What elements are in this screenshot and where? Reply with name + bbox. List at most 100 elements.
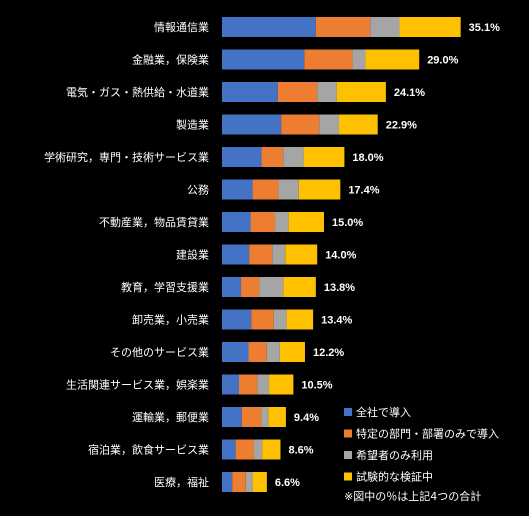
bar-segment <box>285 244 318 265</box>
bar-segment <box>261 407 269 427</box>
bar-segment <box>298 179 341 200</box>
category-label: 金融業，保険業 <box>132 53 209 67</box>
bar-segment <box>248 342 267 362</box>
total-label: 9.4% <box>294 412 319 424</box>
total-label: 14.0% <box>325 250 356 262</box>
bar-segment <box>272 244 286 265</box>
total-label: 6.6% <box>275 477 300 489</box>
legend-label: 希望者のみ利用 <box>356 448 433 462</box>
bar-segment <box>304 49 353 70</box>
bar-segment <box>303 147 345 167</box>
bar-segment <box>235 439 254 460</box>
bar-segment <box>281 114 320 135</box>
bar-segment <box>222 277 242 297</box>
bar-segment <box>370 17 400 37</box>
bar-segment <box>222 439 236 460</box>
bar-segment <box>245 472 253 492</box>
bar-segment <box>278 179 299 200</box>
category-label: 製造業 <box>176 118 209 132</box>
bar-segment <box>241 277 260 297</box>
bar-segment <box>249 244 273 265</box>
bar-segment <box>266 342 280 362</box>
bar-segment <box>352 49 366 70</box>
bar-segment <box>222 472 233 492</box>
bar-segment <box>252 179 279 200</box>
bar-segment <box>222 147 262 167</box>
category-label: 生活関連サービス業，娯楽業 <box>66 378 209 392</box>
total-label: 29.0% <box>427 55 458 67</box>
bar-segment <box>252 472 267 492</box>
bar-segment <box>253 439 263 460</box>
bar-segment <box>241 407 262 427</box>
category-label: 不動産業，物品賃貸業 <box>99 215 209 229</box>
bar-segment <box>222 244 250 265</box>
bar-segment <box>222 374 239 395</box>
legend-label: 特定の部門・部署のみで導入 <box>356 427 499 441</box>
bar-segment <box>315 17 371 37</box>
bar-segment <box>268 407 286 427</box>
bar-segment <box>222 17 316 37</box>
bar-segment <box>275 212 289 232</box>
bar-segment <box>222 342 249 362</box>
legend-swatch <box>344 472 352 481</box>
bar-segment <box>222 212 251 232</box>
category-label: 公務 <box>187 183 209 197</box>
bar-segment <box>399 17 461 37</box>
bar-segment <box>222 179 253 200</box>
category-label: 運輸業，郵便業 <box>132 410 209 424</box>
total-label: 8.6% <box>288 445 313 457</box>
total-label: 35.1% <box>469 22 500 34</box>
total-label: 13.8% <box>324 282 355 294</box>
category-label: 卸売業，小売業 <box>132 313 209 327</box>
bar-segment <box>286 309 314 330</box>
category-label: 教育，学習支援業 <box>121 280 209 294</box>
bar-segment <box>277 82 318 102</box>
legend-label: 全社で導入 <box>356 405 411 419</box>
bar-segment <box>239 374 258 395</box>
legend-swatch <box>344 429 352 438</box>
bar-segment <box>338 114 378 135</box>
total-label: 15.0% <box>332 217 363 229</box>
total-label: 24.1% <box>394 87 425 99</box>
chart-note: ※図中の％は上記4つの合計 <box>344 489 481 503</box>
bar-segment <box>257 374 269 395</box>
legend-swatch <box>344 451 352 459</box>
total-label: 12.2% <box>313 347 344 359</box>
total-label: 18.0% <box>352 152 383 164</box>
bar-segment <box>336 82 386 102</box>
bar-segment <box>273 309 287 330</box>
bar-segment <box>250 212 276 232</box>
bar-segment <box>279 342 305 362</box>
bar-segment <box>317 82 337 102</box>
bar-segment <box>261 147 284 167</box>
category-label: 学術研究，専門・技術サービス業 <box>44 150 209 164</box>
bar-segment <box>262 439 281 460</box>
bar-segment <box>283 147 304 167</box>
category-label: 医療，福祉 <box>154 475 209 489</box>
total-label: 13.4% <box>321 315 352 327</box>
category-label: 情報通信業 <box>154 21 209 34</box>
bar-segment <box>222 114 282 135</box>
total-label: 22.9% <box>386 120 417 132</box>
category-label: 電気・ガス・熱供給・水道業 <box>66 85 209 99</box>
bar-segment <box>222 49 305 70</box>
total-label: 17.4% <box>348 185 379 197</box>
bar-segment <box>259 277 284 297</box>
bar-segment <box>283 277 316 297</box>
bar-segment <box>288 212 324 232</box>
bar-segment <box>222 407 242 427</box>
category-label: その他のサービス業 <box>110 346 209 359</box>
legend-swatch <box>344 408 352 416</box>
bar-segment <box>268 374 294 395</box>
bar-segment <box>319 114 339 135</box>
bar-segment <box>222 82 278 102</box>
category-label: 宿泊業，飲食サービス業 <box>88 443 209 457</box>
bar-segment <box>251 309 274 330</box>
legend-label: 試験的な検証中 <box>356 470 433 484</box>
bar-segment <box>232 472 246 492</box>
total-label: 10.5% <box>301 380 332 392</box>
bar-segment <box>365 49 420 70</box>
